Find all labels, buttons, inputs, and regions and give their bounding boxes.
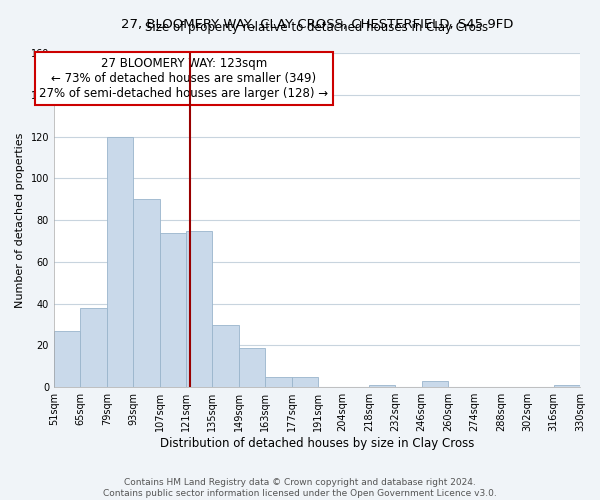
Bar bbox=[80, 308, 107, 387]
Bar bbox=[265, 377, 292, 387]
Bar bbox=[422, 381, 448, 387]
Text: 27, BLOOMERY WAY, CLAY CROSS, CHESTERFIELD, S45 9FD: 27, BLOOMERY WAY, CLAY CROSS, CHESTERFIE… bbox=[121, 18, 513, 32]
Text: Contains HM Land Registry data © Crown copyright and database right 2024.
Contai: Contains HM Land Registry data © Crown c… bbox=[103, 478, 497, 498]
Bar bbox=[292, 377, 318, 387]
Bar bbox=[107, 136, 133, 387]
Title: Size of property relative to detached houses in Clay Cross: Size of property relative to detached ho… bbox=[145, 21, 488, 34]
Bar bbox=[133, 199, 160, 387]
Bar bbox=[369, 385, 395, 387]
Bar bbox=[160, 232, 186, 387]
Bar bbox=[54, 331, 80, 387]
Bar bbox=[239, 348, 265, 387]
Bar bbox=[212, 324, 239, 387]
Bar bbox=[186, 230, 212, 387]
Bar bbox=[554, 385, 580, 387]
X-axis label: Distribution of detached houses by size in Clay Cross: Distribution of detached houses by size … bbox=[160, 437, 474, 450]
Y-axis label: Number of detached properties: Number of detached properties bbox=[15, 132, 25, 308]
Text: 27 BLOOMERY WAY: 123sqm
← 73% of detached houses are smaller (349)
27% of semi-d: 27 BLOOMERY WAY: 123sqm ← 73% of detache… bbox=[40, 57, 329, 100]
